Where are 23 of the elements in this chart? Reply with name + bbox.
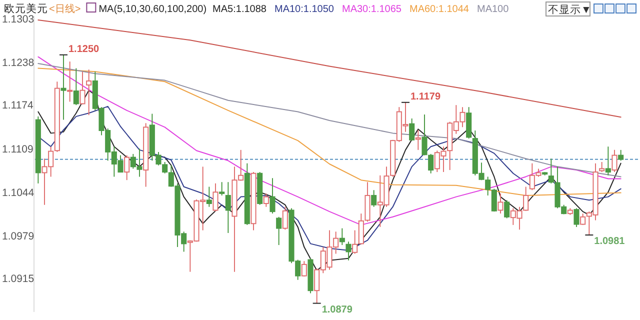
y-tick-label: 1.1238	[2, 56, 34, 69]
text: MA5:1.1088	[212, 4, 267, 15]
chart-title: 欧元美元	[4, 2, 48, 15]
y-tick-label: 1.0915	[2, 273, 34, 286]
line-series	[38, 63, 622, 178]
text: MA30:1.1065	[342, 4, 402, 15]
annotation: 1.0981	[594, 236, 626, 247]
y-tick-label: 1.1174	[2, 100, 34, 112]
legend-title: MA(5,10,30,60,100,200)	[98, 4, 207, 15]
text: MA100	[476, 4, 510, 15]
annotation: 1.0879	[322, 304, 353, 316]
line-series	[38, 56, 622, 226]
chart-subtitle: <日线>	[49, 3, 81, 15]
text: MA60:1.1044	[409, 4, 470, 15]
y-tick-label: 1.1109	[2, 143, 34, 156]
annotation: 1.1179	[410, 91, 441, 102]
text: MA10:1.1050	[274, 4, 334, 15]
annotation: 1.1250	[68, 44, 100, 55]
y-tick-label: 1.0979	[2, 230, 34, 242]
line-series	[38, 20, 622, 118]
button: 不显示▼	[546, 2, 592, 16]
y-tick-label: 1.1303	[2, 13, 34, 26]
y-tick-label: 1.1044	[2, 186, 34, 199]
